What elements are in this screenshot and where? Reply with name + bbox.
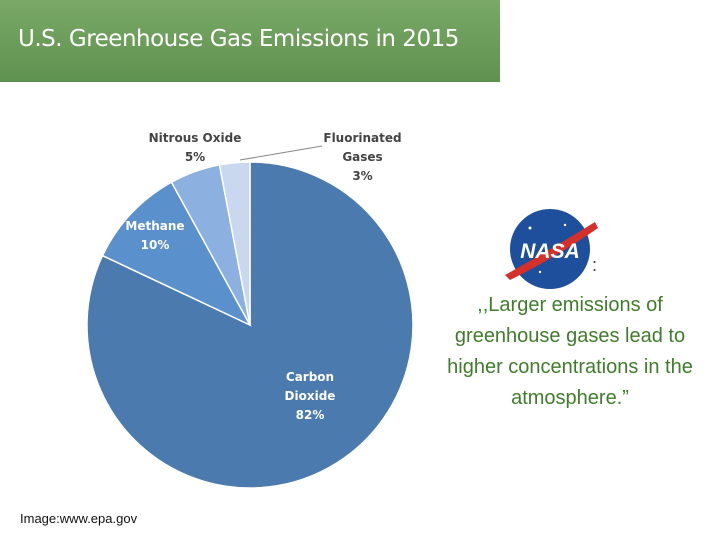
- value-label: 82%: [295, 408, 325, 422]
- category-label: Nitrous Oxide: [148, 131, 242, 145]
- colon: :: [592, 255, 598, 275]
- logo-text: NASA: [520, 240, 580, 263]
- value-label: 10%: [140, 238, 170, 252]
- value-label: 5%: [184, 150, 206, 164]
- quote: ,,Larger emissions of greenhouse gases l…: [447, 294, 693, 409]
- category-label: Methane: [125, 219, 185, 233]
- pie-slice: [101, 181, 252, 327]
- leader-line: [239, 145, 323, 161]
- slice-label: Carbon Dioxide 82%: [270, 368, 350, 425]
- slice-label: Nitrous Oxide 5%: [140, 129, 250, 167]
- category-label: Fluorinated Gases: [323, 131, 402, 164]
- category-label: Carbon Dioxide: [284, 370, 336, 403]
- nasa-logo: NASA: [505, 209, 598, 289]
- chart-title: U.S. Greenhouse Gas Emissions in 2015: [18, 26, 459, 52]
- slice-label: Methane 10%: [115, 217, 195, 255]
- slice-label: Fluorinated Gases 3%: [315, 129, 410, 186]
- value-label: 3%: [352, 169, 373, 183]
- title-banner: [0, 0, 500, 82]
- pie-slice: [218, 161, 251, 326]
- image-credit: Image:www.epa.gov: [20, 511, 138, 526]
